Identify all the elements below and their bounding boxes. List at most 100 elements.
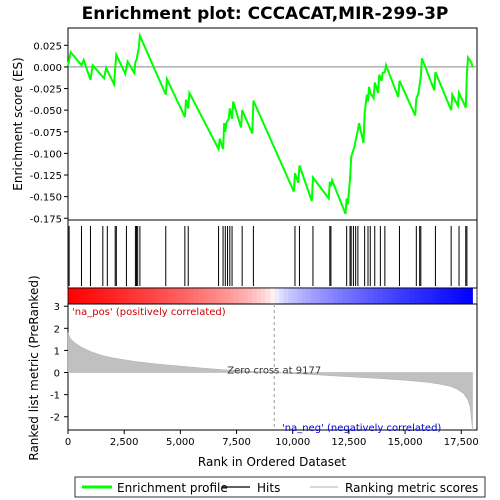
heat-bar-cell [378,288,384,304]
neg-label: 'na_neg' (negatively correlated) [282,423,441,434]
heat-bar-cell [225,288,231,304]
heat-bar-cell [297,288,303,304]
heat-bar-cell [68,288,73,304]
heat-bar-cell [94,288,100,304]
heat-bar-cell [202,288,208,304]
heat-bar-cell [261,288,267,304]
x-tick-label: 17,500 [444,437,479,448]
heat-bar-cell [454,288,460,304]
heat-bar-cell [162,288,168,304]
heat-bar-cell [112,288,118,304]
legend-box [74,476,486,498]
heat-bar-cell [414,288,419,304]
heat-bar-cell [373,288,379,304]
heat-bar-cell [292,288,298,304]
heat-bar-cell [391,288,397,304]
heat-bar-cell [283,288,289,304]
heat-bar-cell [229,288,235,304]
heat-bar-cell [85,288,91,304]
heat-bar-cell [436,288,442,304]
heat-bar-cell [238,288,244,304]
heat-bar-cell [103,288,109,304]
heat-bar-cell [117,288,123,304]
heat-bar-cell [166,288,172,304]
heat-bar-cell [130,288,136,304]
heat-bar-cell [207,288,213,304]
heat-bar-cell [445,288,451,304]
heat-bar-cell [355,288,361,304]
heat-bar-cell [99,288,105,304]
heat-bar-cell [175,288,181,304]
heat-bar-cell [234,288,240,304]
heat-bar-cell [396,288,401,304]
heat-bar-cell [144,288,150,304]
heat-bar-cell [463,288,469,304]
es-ytick-label: 0.000 [33,63,62,74]
heat-bar-cell [256,288,262,304]
heat-bar-cell [382,288,388,304]
heat-bar-cell [81,288,87,304]
heat-bar-cell [346,288,352,304]
es-ytick-label: -0.025 [30,85,62,96]
es-ytick-label: -0.100 [30,149,62,160]
es-y-axis: 0.025 0.000 -0.025 -0.050 -0.075 -0.100 -0.125… [30,41,68,225]
heat-bar-cell [247,288,253,304]
hits-panel-frame [67,219,478,289]
heat-bar-cell [184,288,190,304]
es-ytick-label: -0.050 [30,106,62,117]
metric-ytick-label: 2 [54,324,60,335]
heat-bar-cell [459,288,464,304]
heat-bar-cell [441,288,446,304]
heat-bar-cell [418,288,424,304]
heat-bar-cell [306,288,312,304]
heat-bar-cell [126,288,132,304]
heat-bar-cell [76,288,82,304]
metric-ytick-label: 1 [54,346,60,357]
heat-bar-cell [319,288,325,304]
heat-bar-cell [108,288,114,304]
heat-bar-cell [324,288,330,304]
metric-ytick-label: -2 [50,413,60,424]
heat-bar-cell [153,288,159,304]
chart-title: Enrichment plot: CCCACAT,MIR-299-3P [82,4,449,24]
heat-bar-cell [364,288,370,304]
heat-bar-cell [342,288,348,304]
heat-bar-cell [328,288,334,304]
pos-label: 'na_pos' (positively correlated) [72,307,226,318]
heat-bar-cell [360,288,366,304]
heat-bar-cell [139,288,145,304]
heat-bar-cell [468,288,473,304]
metric-ytick-label: 3 [54,302,60,313]
es-ytick-label: -0.150 [30,193,62,204]
heat-bar-cell [274,288,280,304]
heat-bar-cell [369,288,375,304]
heat-bar-cell [405,288,410,304]
heat-bar-cell [135,288,141,304]
metric-ytick-label: 0 [54,369,60,380]
heat-bar-cell [265,288,271,304]
es-ytick-label: 0.025 [33,41,62,52]
heat-bar-cell [90,288,96,304]
x-tick-label: 12,500 [331,437,366,448]
heat-bar-cell [189,288,195,304]
x-tick-label: 7,500 [222,437,251,448]
es-ytick-label: -0.125 [30,171,62,182]
metric-y-axis: 3 2 1 0 -1 -2 [50,302,68,424]
x-tick-label: 5,000 [166,437,195,448]
heat-bar-cell [252,288,258,304]
heat-bar-cell [72,288,78,304]
heat-bar-cell [216,288,222,304]
x-axis-label: Rank in Ordered Dataset [198,455,346,469]
heat-bar-cell [387,288,393,304]
hits-marks [68,226,468,286]
x-tick-label: 10,000 [275,437,310,448]
legend-label: Enrichment profile [117,481,228,495]
legend: Enrichment profile Hits Ranking metric sco… [82,481,478,495]
heat-bar-cell [409,288,415,304]
heat-bar-cell [427,288,433,304]
ranking-metric-area [67,332,473,431]
es-ytick-label: -0.075 [30,128,62,139]
heat-bar-cell [180,288,186,304]
legend-label: Ranking metric scores [345,481,478,495]
